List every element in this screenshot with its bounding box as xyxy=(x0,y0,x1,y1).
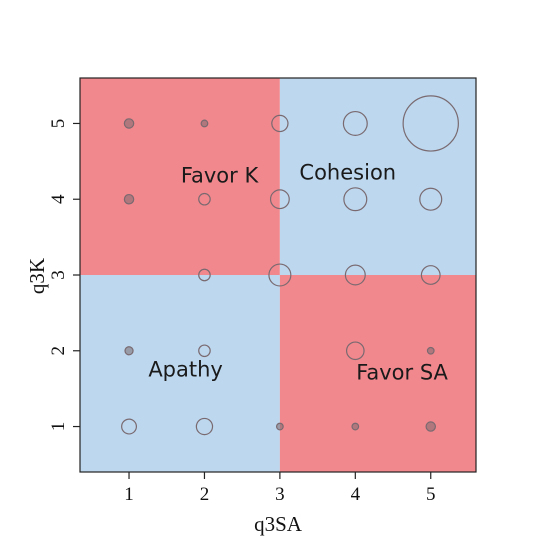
bubble-point xyxy=(344,264,366,286)
region-favor-k xyxy=(80,78,280,275)
bubble-point xyxy=(123,118,135,129)
bubble-point xyxy=(123,193,135,205)
bubble-point xyxy=(198,192,211,206)
region-apathy xyxy=(80,275,280,472)
y-tick-label: 4 xyxy=(48,194,69,204)
bubble-point xyxy=(124,346,134,356)
x-tick-label: 1 xyxy=(124,484,134,505)
bubble-markers xyxy=(121,95,459,436)
bubble-point xyxy=(343,187,368,212)
bubble-point xyxy=(200,119,209,128)
bubble-point xyxy=(275,422,284,431)
bubble-point xyxy=(419,187,443,211)
y-tick-label: 2 xyxy=(48,346,69,356)
bubble-point xyxy=(342,110,368,136)
bubble-point xyxy=(402,95,459,152)
bubble-point xyxy=(351,422,360,431)
bubble-point xyxy=(425,421,437,432)
x-tick-label: 4 xyxy=(351,484,361,505)
quadrant-regions xyxy=(80,78,476,472)
region-label-apathy: Apathy xyxy=(148,358,223,382)
bubble-point xyxy=(198,268,211,282)
y-tick-label: 3 xyxy=(48,270,69,280)
bubble-point xyxy=(345,341,365,361)
region-label-favor-k: Favor K xyxy=(181,164,260,188)
region-label-cohesion: Cohesion xyxy=(299,161,396,185)
x-tick-label: 5 xyxy=(426,484,436,505)
bubble-point xyxy=(198,344,211,358)
y-tick-label: 1 xyxy=(48,422,69,432)
axes: 1 2 3 4 5 1 2 3 4 5 xyxy=(48,119,435,505)
y-tick-label: 5 xyxy=(48,119,69,129)
bubble-point xyxy=(268,263,292,287)
region-cohesion xyxy=(279,78,476,275)
bubble-point xyxy=(271,114,289,133)
bubble-point xyxy=(269,189,290,210)
region-label-favor-sa: Favor SA xyxy=(356,361,448,385)
bubble-point xyxy=(420,265,441,285)
x-tick-label: 3 xyxy=(275,484,285,505)
y-axis-title: q3K xyxy=(25,258,49,294)
bubble-point xyxy=(426,346,435,355)
bubble-point xyxy=(195,417,214,436)
region-favor-sa xyxy=(279,275,476,472)
x-tick-label: 2 xyxy=(200,484,210,505)
bubble-point xyxy=(121,418,138,435)
quadrant-labels: Favor K Cohesion Apathy Favor SA xyxy=(148,161,448,385)
x-axis-title: q3SA xyxy=(254,512,303,536)
